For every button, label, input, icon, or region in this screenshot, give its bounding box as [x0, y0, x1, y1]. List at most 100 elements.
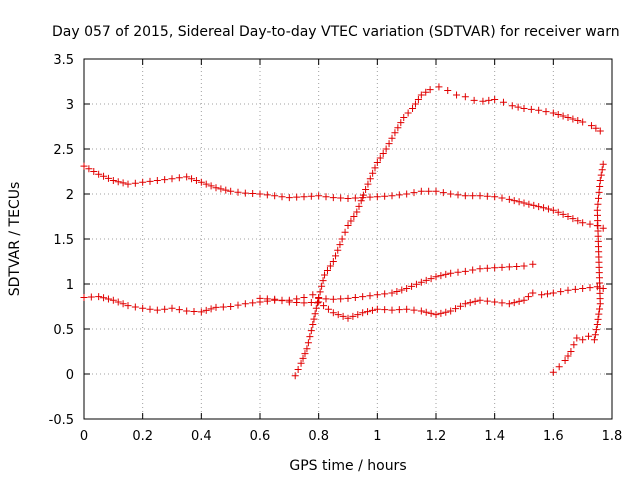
data-point — [318, 282, 326, 290]
data-point — [412, 280, 420, 288]
data-point — [461, 300, 469, 308]
data-point — [263, 191, 271, 199]
data-point — [555, 363, 563, 371]
series-series-a — [80, 162, 607, 232]
data-point — [234, 301, 242, 309]
data-point — [307, 192, 315, 200]
data-point — [571, 285, 579, 293]
data-point — [569, 115, 577, 123]
data-point — [410, 189, 418, 197]
data-point — [359, 293, 367, 301]
x-tick-label: 0 — [80, 429, 88, 444]
data-point — [447, 307, 455, 315]
data-point — [410, 306, 418, 314]
data-point — [483, 264, 491, 272]
y-tick-label: -0.5 — [49, 413, 74, 428]
data-point — [114, 298, 122, 306]
data-point — [592, 124, 600, 132]
data-point — [161, 305, 169, 313]
data-point — [427, 275, 435, 283]
data-point — [217, 185, 225, 193]
data-point — [344, 195, 352, 202]
data-point — [444, 87, 452, 94]
series-series-d — [256, 283, 607, 322]
data-point — [471, 297, 479, 305]
data-point — [139, 178, 147, 186]
data-point — [427, 309, 435, 317]
data-point — [80, 162, 88, 170]
data-point — [426, 86, 434, 94]
data-point — [207, 305, 215, 313]
data-point — [442, 270, 450, 278]
data-point — [483, 192, 491, 200]
data-point — [87, 293, 95, 301]
data-point — [188, 175, 196, 183]
data-point — [369, 169, 377, 177]
data-point — [364, 308, 372, 316]
data-point — [397, 119, 405, 127]
x-tick-label: 0.4 — [191, 429, 212, 444]
data-point — [454, 191, 462, 199]
data-point — [403, 190, 411, 198]
data-point — [222, 186, 230, 194]
data-point — [146, 305, 154, 313]
data-point — [382, 145, 390, 153]
data-point — [139, 304, 147, 312]
data-point — [332, 252, 340, 260]
data-point — [485, 96, 493, 104]
data-point — [505, 300, 513, 308]
data-point — [520, 105, 528, 112]
data-point — [395, 306, 403, 314]
data-point — [249, 299, 257, 307]
data-point — [442, 308, 450, 316]
data-point — [256, 190, 264, 198]
data-point — [422, 276, 430, 284]
data-point — [373, 305, 381, 313]
data-point — [570, 341, 578, 349]
data-point — [329, 258, 337, 265]
data-point — [100, 294, 108, 302]
data-point — [271, 295, 279, 303]
data-point — [388, 134, 396, 142]
data-point — [183, 307, 191, 315]
data-point — [557, 288, 565, 296]
data-point — [393, 288, 401, 295]
data-point — [307, 327, 315, 335]
x-tick-label: 0.2 — [132, 429, 153, 444]
data-point — [336, 241, 344, 249]
data-point — [234, 188, 242, 196]
data-point — [337, 194, 345, 202]
data-point — [498, 299, 506, 307]
data-point — [388, 306, 396, 314]
data-point — [381, 192, 389, 200]
y-tick-label: 0 — [66, 368, 74, 383]
data-point — [395, 191, 403, 199]
data-point — [595, 310, 603, 318]
data-point — [153, 177, 161, 184]
data-point — [175, 306, 183, 314]
data-point — [400, 114, 408, 121]
data-point — [293, 193, 301, 201]
chart-title: Day 057 of 2015, Sidereal Day-to-day VTE… — [52, 24, 620, 40]
data-point — [505, 195, 513, 203]
data-point — [114, 178, 122, 186]
data-point — [435, 83, 443, 91]
data-point — [439, 189, 447, 197]
data-point — [498, 194, 506, 202]
data-point — [320, 302, 328, 310]
data-point — [559, 210, 567, 218]
data-point — [491, 298, 499, 306]
data-point — [586, 220, 594, 228]
y-tick-label: 1.5 — [53, 233, 74, 248]
data-point — [510, 197, 518, 205]
data-point — [524, 293, 532, 301]
data-point — [515, 198, 523, 206]
data-point — [90, 168, 98, 175]
data-point — [452, 305, 460, 313]
data-point — [461, 93, 469, 101]
data-point — [291, 372, 299, 380]
data-point — [297, 359, 305, 367]
data-point — [530, 201, 538, 209]
data-point — [109, 177, 117, 184]
